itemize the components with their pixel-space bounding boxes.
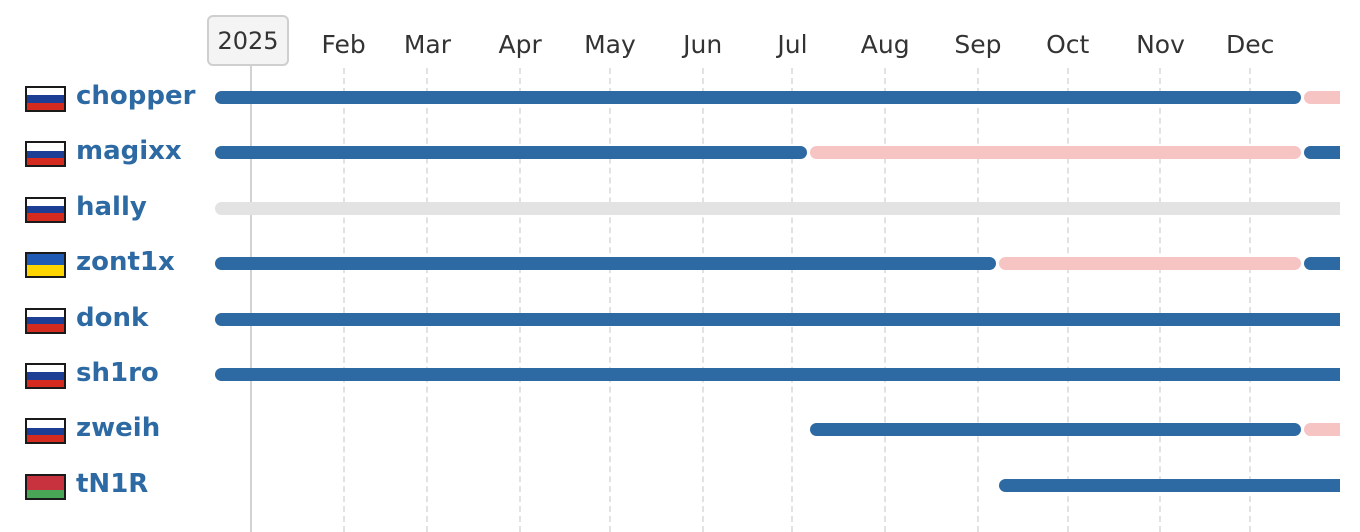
- month-gridline: [519, 68, 522, 532]
- month-label: May: [584, 30, 636, 59]
- player-row: chopper: [0, 70, 1360, 126]
- month-gridline: [1159, 68, 1162, 532]
- month-label: Oct: [1046, 30, 1090, 59]
- player-row: zont1x: [0, 236, 1360, 292]
- month-gridline: [342, 68, 345, 532]
- month-label: Jul: [777, 30, 808, 59]
- month-gridline: [884, 68, 887, 532]
- month-label: Feb: [321, 30, 366, 59]
- month-gridline: [976, 68, 979, 532]
- tenure-bar-benched[interactable]: [810, 146, 1302, 160]
- month-label: Nov: [1136, 30, 1185, 59]
- player-name-link[interactable]: hally: [76, 191, 147, 222]
- tenure-bar-active[interactable]: [215, 312, 1340, 326]
- tenure-bar-active[interactable]: [810, 423, 1302, 437]
- month-gridline: [791, 68, 794, 532]
- tenure-bar-active[interactable]: [215, 91, 1302, 104]
- player-row: tN1R: [0, 458, 1360, 514]
- tenure-bar-active[interactable]: [1304, 257, 1340, 271]
- month-gridline: [426, 68, 429, 532]
- year-label: 2025: [207, 15, 289, 66]
- tenure-bar-active[interactable]: [215, 146, 808, 160]
- month-label: Sep: [954, 30, 1002, 59]
- month-gridline: [1249, 68, 1252, 532]
- player-name-link[interactable]: magixx: [76, 136, 182, 167]
- tenure-bar-active[interactable]: [215, 257, 996, 271]
- month-gridline: [608, 68, 611, 532]
- flag-ru-icon: [25, 363, 66, 389]
- player-name-link[interactable]: donk: [76, 302, 149, 333]
- flag-ru-icon: [25, 86, 66, 112]
- flag-ru-icon: [25, 141, 66, 168]
- tenure-bar-active[interactable]: [1304, 146, 1340, 160]
- flag-ua-icon: [25, 252, 66, 279]
- flag-ru-icon: [25, 196, 66, 223]
- month-label: Mar: [403, 30, 452, 59]
- month-label: Apr: [498, 30, 542, 59]
- player-name-link[interactable]: tN1R: [76, 468, 149, 499]
- player-name-link[interactable]: chopper: [76, 81, 196, 111]
- tenure-bar-active[interactable]: [215, 368, 1340, 381]
- tenure-bar-benched[interactable]: [1304, 91, 1340, 104]
- player-name-link[interactable]: sh1ro: [76, 358, 159, 388]
- player-name-link[interactable]: zont1x: [76, 247, 175, 278]
- player-row: sh1ro: [0, 347, 1360, 403]
- month-label: Aug: [860, 30, 910, 59]
- flag-ru-icon: [25, 418, 66, 445]
- player-row: magixx: [0, 125, 1360, 181]
- player-row: zweih: [0, 402, 1360, 458]
- month-label: Jun: [683, 30, 723, 59]
- tenure-bar-active[interactable]: [998, 478, 1340, 492]
- player-row: hally: [0, 181, 1360, 237]
- flag-by-icon: [25, 473, 66, 500]
- year-gridline: [249, 66, 252, 532]
- tenure-bar-inactive[interactable]: [215, 201, 1340, 215]
- month-label: Dec: [1226, 30, 1275, 59]
- month-gridline: [701, 68, 704, 532]
- player-name-link[interactable]: zweih: [76, 413, 161, 444]
- tenure-bar-benched[interactable]: [998, 257, 1302, 271]
- flag-ru-icon: [25, 307, 66, 334]
- month-gridline: [1066, 68, 1069, 532]
- tenure-bar-benched[interactable]: [1304, 423, 1340, 437]
- player-row: donk: [0, 292, 1360, 348]
